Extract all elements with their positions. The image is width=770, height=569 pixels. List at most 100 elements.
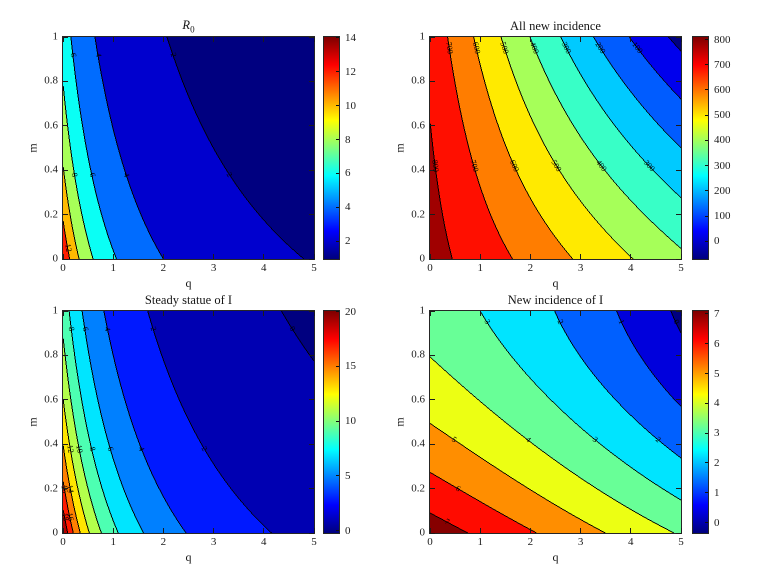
y-tick-label: 0.2 (44, 481, 58, 494)
colorbar: 0 5 10 15 20 (323, 306, 356, 537)
colorbar: 2 4 6 8 10 12 14 (323, 32, 356, 260)
colorbar-tick-mark (705, 64, 708, 66)
x-tick-label: 4 (628, 262, 634, 274)
colorbar-tick-label: 3 (714, 427, 720, 440)
plot-title: Steady statue of I (144, 293, 233, 307)
contour-field (430, 37, 681, 259)
x-tick-label: 4 (628, 536, 634, 548)
colorbar-tick-mark (705, 462, 708, 464)
colorbar-tick-mark (336, 105, 339, 107)
x-tick-label: 0 (60, 536, 66, 548)
x-tick-label: 3 (577, 536, 584, 548)
colorbar-tick-mark (336, 206, 339, 208)
colorbar-gradient (693, 311, 708, 533)
y-tick-label: 0 (52, 526, 59, 539)
colorbar-tick-mark (336, 240, 339, 242)
colorbar-tick-label: 700 (714, 58, 731, 71)
y-tick-label: 0.4 (411, 163, 425, 176)
colorbar-tick-label: 15 (345, 360, 356, 373)
y-tick-label: 1 (419, 30, 426, 43)
colorbar-tick-label: 14 (345, 31, 356, 44)
colorbar-tick-mark (336, 311, 339, 313)
x-tick-label: 3 (210, 536, 217, 548)
colorbar-tick-label: 20 (345, 305, 356, 318)
y-axis-label: m (25, 143, 40, 153)
colorbar-tick-label: 0 (714, 235, 720, 248)
y-tick-label: 0.2 (411, 481, 425, 494)
colorbar-tick-label: 800 (714, 33, 731, 46)
colorbar-tick-mark (705, 240, 708, 242)
x-axis-label: q (552, 276, 559, 290)
x-tick-label: 0 (427, 262, 433, 274)
x-tick-label: 5 (678, 536, 684, 548)
colorbar-tick-label: 10 (345, 415, 356, 428)
colorbar-tick-mark (705, 522, 708, 524)
y-tick-label: 0.2 (44, 207, 58, 220)
subplot-r0: R0 q m 2 4 6 8 10 12 14 0 1 2 3 4 5 0 0.2 0.4 0.6 0.8 1 2 4… (26, 18, 357, 291)
colorbar-tick-mark (705, 39, 708, 41)
colorbar-gradient (324, 311, 339, 533)
colorbar-tick-mark (336, 530, 339, 532)
y-tick-label: 0.8 (411, 348, 425, 361)
colorbar-tick-mark (705, 402, 708, 404)
colorbar: 0 1 2 3 4 5 6 7 (692, 308, 720, 534)
colorbar-tick-label: 300 (714, 159, 731, 172)
y-tick-label: 0.8 (411, 74, 425, 87)
colorbar: 0 100 200 300 400 500 600 700 800 (692, 34, 731, 260)
colorbar-tick-label: 8 (345, 133, 351, 146)
y-tick-label: 0.6 (411, 393, 425, 406)
colorbar-tick-mark (705, 139, 708, 141)
x-tick-label: 1 (477, 262, 483, 274)
colorbar-tick-mark (336, 420, 339, 422)
subplot-all-new-incidence: All new incidence q m 0 100 200 300 400 500 60… (393, 19, 731, 290)
y-axis-label: m (392, 417, 407, 427)
x-tick-label: 1 (110, 536, 116, 548)
plot-title: New incidence of I (507, 293, 604, 307)
plot-title: All new incidence (510, 19, 601, 33)
x-tick-label: 5 (311, 262, 317, 274)
colorbar-tick-label: 10 (345, 99, 356, 112)
y-tick-label: 0.2 (411, 207, 425, 220)
x-tick-label: 4 (261, 262, 267, 274)
colorbar-tick-mark (705, 432, 708, 434)
colorbar-tick-mark (705, 114, 708, 116)
x-axis-label: q (185, 276, 192, 290)
x-tick-label: 2 (160, 536, 167, 548)
colorbar-tick-label: 2 (345, 235, 351, 248)
colorbar-tick-label: 6 (714, 337, 720, 350)
colorbar-tick-label: 500 (714, 109, 731, 122)
y-tick-label: 1 (52, 304, 59, 317)
y-axis-label: m (25, 417, 40, 427)
colorbar-tick-label: 5 (345, 469, 351, 482)
x-tick-label: 2 (160, 262, 167, 274)
colorbar-tick-mark (336, 139, 339, 141)
x-tick-label: 5 (678, 262, 684, 274)
plot-title: R0 (182, 17, 195, 35)
colorbar-tick-label: 0 (714, 516, 720, 529)
colorbar-tick-label: 1 (714, 486, 720, 499)
colorbar-tick-label: 2 (714, 456, 720, 469)
x-tick-label: 2 (527, 536, 534, 548)
y-tick-label: 1 (52, 30, 59, 43)
x-tick-label: 4 (261, 536, 267, 548)
y-tick-label: 0 (419, 252, 426, 265)
colorbar-tick-label: 400 (714, 134, 731, 147)
colorbar-tick-label: 200 (714, 184, 731, 197)
colorbar-tick-mark (336, 172, 339, 174)
y-axis-label: m (392, 143, 407, 153)
x-tick-label: 3 (210, 262, 217, 274)
colorbar-tick-mark (336, 475, 339, 477)
y-tick-label: 0.8 (44, 348, 58, 361)
colorbar-tick-mark (336, 71, 339, 73)
y-tick-label: 0.6 (411, 119, 425, 132)
x-tick-label: 5 (311, 536, 317, 548)
x-tick-label: 3 (577, 262, 584, 274)
colorbar-tick-mark (705, 89, 708, 91)
x-axis-label: q (552, 550, 559, 564)
contour-field (430, 311, 681, 533)
colorbar-tick-mark (705, 215, 708, 217)
y-tick-label: 0 (419, 526, 426, 539)
